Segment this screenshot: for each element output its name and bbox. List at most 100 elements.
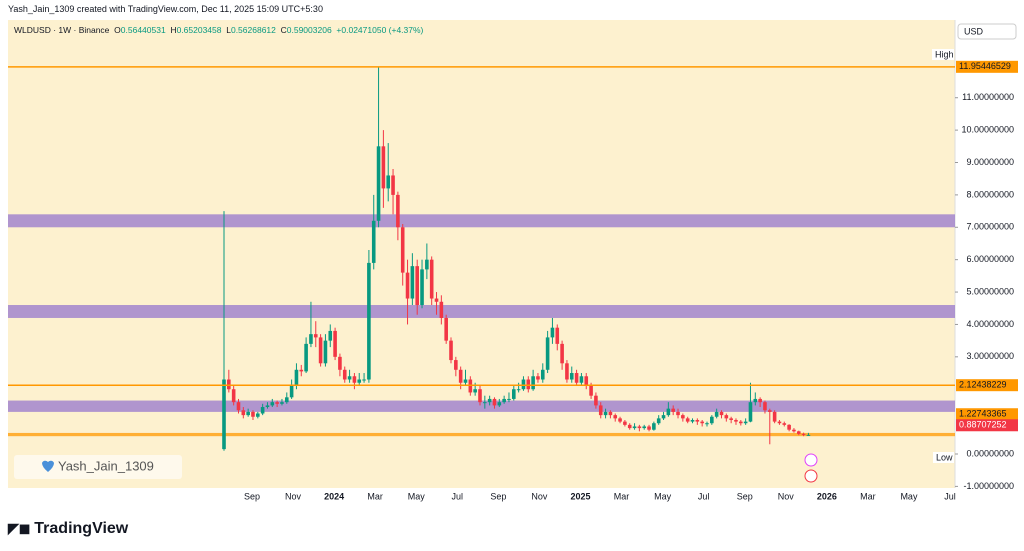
candle-body xyxy=(516,389,521,391)
zone-band xyxy=(8,305,955,318)
y-tick-label: 3.00000000 xyxy=(966,351,1014,361)
candle-body xyxy=(483,402,487,404)
candle-body xyxy=(565,363,569,380)
candle-body xyxy=(304,343,308,372)
candle-body xyxy=(468,379,473,393)
candle-body xyxy=(603,411,608,416)
x-tick-label: May xyxy=(654,491,672,501)
candle-body xyxy=(497,402,502,406)
x-tick-label: May xyxy=(408,491,426,501)
candle-body xyxy=(246,411,250,416)
candle-body xyxy=(420,269,424,306)
x-tick-label: Nov xyxy=(285,491,302,501)
close: 0.59003206 xyxy=(286,25,332,35)
candle-body xyxy=(405,272,410,299)
currency-button[interactable] xyxy=(957,23,1017,40)
candle-body xyxy=(801,433,806,435)
candle-body xyxy=(705,423,709,425)
level-label: 1.22743365 xyxy=(959,409,1007,419)
high-label: High xyxy=(935,49,954,59)
candle-body xyxy=(289,385,294,398)
candle-body xyxy=(439,301,444,318)
candle-body xyxy=(700,421,704,424)
candle-body xyxy=(685,418,690,422)
currency: USD xyxy=(964,26,984,36)
zone-band xyxy=(8,214,955,228)
candle-body xyxy=(743,421,748,424)
candle-body xyxy=(637,426,642,429)
event-icon[interactable] xyxy=(804,453,818,467)
ohlc-label: L xyxy=(226,25,231,35)
candle-body xyxy=(429,259,434,299)
candle-body xyxy=(767,410,772,412)
candle-body xyxy=(627,424,632,429)
candle-body xyxy=(806,434,811,436)
candle-body xyxy=(362,379,366,381)
open: 0.56440531 xyxy=(120,25,166,35)
candle-body xyxy=(512,389,516,399)
logo: ◤◼ xyxy=(8,520,35,536)
level-tag xyxy=(956,379,1018,392)
candle-body xyxy=(710,416,714,424)
candle-body xyxy=(222,379,226,450)
level-tag xyxy=(956,60,1018,73)
low: 0.56268612 xyxy=(230,25,276,35)
x-tick-label: 2026 xyxy=(817,491,837,501)
candle-body xyxy=(400,227,405,273)
candle-body xyxy=(463,379,468,383)
x-tick-label: Mar xyxy=(860,491,876,501)
x-tick-label: Jul xyxy=(452,491,464,501)
y-tick-label: 7.00000000 xyxy=(966,222,1014,232)
candle-body xyxy=(309,334,313,344)
candle-body xyxy=(560,343,564,364)
y-tick-label: 6.00000000 xyxy=(966,254,1014,264)
candle-body xyxy=(584,376,589,386)
event-icon[interactable] xyxy=(804,469,818,483)
candle-body xyxy=(478,389,482,403)
candle-body xyxy=(782,423,787,425)
candle-body xyxy=(671,408,675,412)
candle-body xyxy=(313,334,318,338)
candle-body xyxy=(347,376,352,380)
candle-body xyxy=(444,317,448,341)
y-tick-label: 9.00000000 xyxy=(966,157,1014,167)
candle-body xyxy=(555,327,560,344)
candle-body xyxy=(647,426,651,430)
candle-body xyxy=(734,419,738,422)
candle-body xyxy=(256,413,260,417)
candle-body xyxy=(526,379,531,390)
x-tick-label: Mar xyxy=(614,491,630,501)
candle-body xyxy=(342,369,347,380)
x-tick-label: Nov xyxy=(531,491,548,501)
x-tick-label: Sep xyxy=(737,491,753,501)
candle-body xyxy=(772,411,777,422)
candle-body xyxy=(449,340,453,361)
candle-body xyxy=(724,415,729,419)
level-tag xyxy=(956,408,1018,421)
watermark: Yash_Jain_1309 xyxy=(58,458,154,473)
candle-body xyxy=(338,356,342,370)
x-tick-label: Nov xyxy=(778,491,795,501)
candle-body xyxy=(507,398,511,400)
candle-body xyxy=(758,398,762,403)
low-tag xyxy=(933,452,954,463)
y-tick-label: 11.00000000 xyxy=(962,92,1014,102)
candle-body xyxy=(623,421,627,425)
candle-body xyxy=(381,146,386,189)
x-tick-label: Jul xyxy=(944,491,956,501)
candle-body xyxy=(357,379,362,383)
header-title: Yash_Jain_1309 created with TradingView.… xyxy=(8,4,323,14)
x-tick-label: May xyxy=(900,491,918,501)
candle-body xyxy=(236,402,241,411)
x-tick-label: Sep xyxy=(490,491,506,501)
candle-body xyxy=(787,424,791,430)
candle-body xyxy=(763,402,767,411)
high-tag xyxy=(932,49,954,60)
candle-body xyxy=(598,405,603,416)
candle-body xyxy=(502,398,506,403)
candle-body xyxy=(367,262,371,380)
candle-body xyxy=(487,398,492,403)
x-tick-label: 2025 xyxy=(570,491,590,501)
candle-body xyxy=(318,337,323,364)
